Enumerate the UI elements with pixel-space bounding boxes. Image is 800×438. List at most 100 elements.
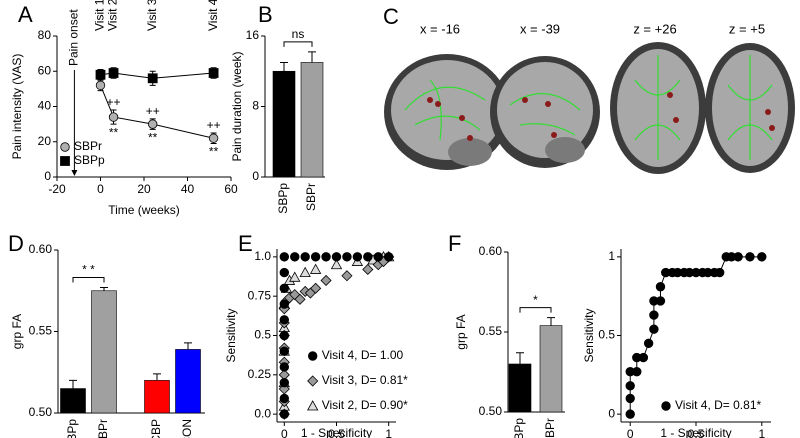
x-tick-label: 0: [281, 427, 288, 438]
y-axis-label: grp FA: [10, 314, 24, 349]
slice-label: z = +26: [633, 21, 676, 36]
point: [655, 282, 666, 292]
cerebellum: [545, 137, 585, 163]
bar: [144, 380, 170, 414]
point: [279, 346, 290, 356]
point: [714, 267, 725, 278]
point: [341, 270, 353, 282]
point: [108, 112, 119, 122]
point: [643, 338, 654, 349]
point: [625, 381, 635, 391]
cluster: [545, 101, 551, 107]
y-tick-label: 0.5: [598, 328, 615, 342]
legend-label: SBPr: [74, 139, 102, 153]
cluster: [673, 117, 679, 123]
point: [299, 266, 311, 277]
point: [373, 252, 383, 262]
error-bar: [516, 352, 524, 364]
cluster: [551, 132, 557, 138]
significance-label: * *: [82, 263, 95, 277]
point: [625, 409, 635, 419]
cluster: [769, 125, 775, 131]
roc-line: [629, 256, 762, 415]
point: [330, 258, 343, 270]
point: [279, 362, 290, 372]
event-label: Pain onset: [67, 9, 81, 66]
legend-label: Visit 4, D= 1.00: [322, 348, 404, 362]
brain-tissue: [497, 62, 593, 158]
point: [208, 133, 219, 143]
point: [638, 352, 649, 363]
point: [320, 274, 332, 287]
point: [321, 252, 331, 262]
y-tick-label: 60: [38, 63, 52, 77]
error-bar: [69, 379, 77, 389]
point: [362, 263, 374, 276]
series-line: [100, 85, 214, 139]
point: [147, 119, 158, 129]
point: [294, 293, 306, 305]
y-tick-label: 16: [246, 28, 260, 42]
point: [279, 409, 290, 419]
y-axis-label: Sensitivity: [582, 308, 596, 362]
point: [745, 252, 755, 262]
x-tick-label: SBPr: [96, 419, 110, 438]
cluster: [467, 135, 473, 141]
point: [95, 80, 106, 91]
panel-letter: E: [238, 231, 253, 256]
y-tick-label: 0.55: [479, 324, 503, 338]
point: [342, 252, 352, 262]
significance-label: **: [209, 145, 219, 159]
legend-marker: [308, 351, 318, 361]
point: [279, 252, 290, 262]
panel-letter: A: [18, 2, 33, 27]
point: [279, 283, 290, 294]
x-tick-label: 0.5: [328, 427, 345, 438]
panel-letter: C: [383, 4, 399, 29]
brain-sagittal: [384, 54, 510, 170]
tract: [634, 55, 681, 160]
y-tick-label: 20: [38, 134, 52, 148]
slice-label: z = +5: [729, 21, 765, 36]
legend-label: Visit 3, D= 0.81*: [322, 373, 408, 387]
point: [383, 252, 394, 262]
point: [649, 324, 659, 334]
x-tick-label: 0: [97, 182, 104, 196]
legend-marker: [60, 156, 70, 166]
point: [733, 252, 743, 262]
cluster: [459, 115, 465, 121]
bar: [300, 62, 324, 178]
x-tick-label: 60: [224, 182, 238, 196]
brain-images: [384, 42, 795, 174]
tract: [727, 55, 773, 160]
series-line: [100, 72, 214, 79]
point: [625, 393, 635, 404]
visit-label: Visit 2: [106, 0, 120, 31]
cluster: [765, 109, 771, 115]
arrow-head: [71, 170, 78, 176]
point: [331, 252, 342, 262]
significance-label: ns: [292, 27, 305, 41]
error-bar: [153, 373, 161, 381]
legend-marker: [307, 375, 319, 387]
x-tick-label: 0: [627, 427, 634, 438]
point: [309, 263, 322, 274]
legend-label: Visit 4, D= 0.81*: [675, 398, 761, 412]
x-axis-label: Time (weeks): [108, 203, 180, 217]
point: [289, 271, 301, 282]
slice-label: x = -39: [520, 21, 560, 36]
significance-bracket: [519, 307, 552, 313]
y-axis-label: Pain intensity (VAS): [10, 54, 24, 160]
x-tick-label: 1: [385, 427, 392, 438]
x-tick-label: SBPp: [512, 418, 526, 438]
significance-label: ++: [107, 95, 121, 109]
significance-bracket: [283, 41, 313, 47]
x-tick-label: SBPp: [65, 419, 79, 438]
point: [300, 252, 310, 262]
legend-marker: [307, 400, 319, 411]
brain-axial: [610, 42, 706, 174]
point: [352, 252, 363, 262]
point: [108, 68, 119, 78]
y-tick-label: 0.5: [254, 328, 271, 342]
